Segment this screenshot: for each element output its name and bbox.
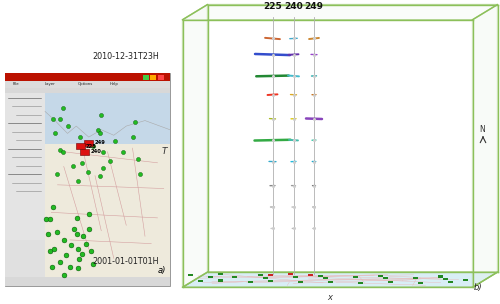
Text: T: T — [161, 147, 167, 157]
Bar — [418, 282, 422, 284]
Bar — [308, 274, 312, 276]
Polygon shape — [182, 5, 208, 287]
Text: File: File — [12, 82, 19, 86]
Bar — [442, 278, 448, 280]
Bar — [5, 240, 45, 277]
Bar — [358, 282, 362, 284]
Polygon shape — [472, 5, 498, 287]
Bar — [388, 281, 392, 283]
Bar — [5, 88, 170, 93]
Bar — [208, 276, 212, 278]
Text: 249: 249 — [304, 2, 324, 11]
Bar — [45, 93, 170, 144]
Bar — [378, 275, 382, 277]
Bar — [268, 280, 272, 282]
Text: Layer: Layer — [45, 82, 56, 86]
Bar — [5, 93, 45, 277]
Bar — [188, 274, 192, 276]
Text: 249: 249 — [95, 140, 106, 145]
Text: N: N — [480, 125, 486, 134]
Text: Help: Help — [110, 82, 119, 86]
Polygon shape — [182, 272, 498, 287]
Bar — [292, 276, 298, 278]
Bar — [262, 277, 268, 279]
Bar — [158, 75, 164, 80]
Bar — [76, 143, 84, 149]
Text: b): b) — [474, 283, 482, 292]
Polygon shape — [182, 5, 498, 20]
Bar — [218, 279, 222, 282]
Bar — [288, 273, 292, 275]
Text: 2010-12-31T23H: 2010-12-31T23H — [92, 52, 159, 61]
Bar — [5, 277, 170, 286]
Bar — [248, 281, 252, 283]
Text: 225: 225 — [263, 2, 282, 11]
Bar — [5, 73, 170, 81]
Text: x: x — [328, 293, 332, 302]
Text: 2001-01-01T01H: 2001-01-01T01H — [92, 257, 159, 266]
Bar — [198, 280, 202, 282]
Text: 225: 225 — [86, 144, 97, 149]
Bar — [80, 149, 90, 155]
Bar — [150, 75, 156, 80]
Bar — [318, 275, 322, 277]
Bar — [5, 81, 170, 88]
Bar — [322, 277, 328, 279]
Text: Options: Options — [78, 82, 93, 86]
Bar — [382, 277, 388, 279]
Bar — [328, 281, 332, 283]
Bar — [258, 274, 262, 276]
Bar — [142, 75, 148, 80]
Bar — [5, 73, 170, 286]
Text: a): a) — [158, 266, 166, 275]
Bar — [218, 273, 222, 275]
Text: 240: 240 — [91, 149, 102, 154]
Bar — [84, 140, 93, 146]
Bar — [462, 279, 468, 281]
Bar — [232, 276, 237, 278]
Bar — [268, 274, 272, 276]
Bar — [448, 281, 452, 283]
Bar — [298, 281, 302, 283]
Bar — [412, 277, 418, 279]
Bar — [438, 275, 442, 278]
Text: 240: 240 — [284, 2, 303, 11]
Bar — [45, 93, 170, 277]
Bar — [352, 276, 358, 278]
